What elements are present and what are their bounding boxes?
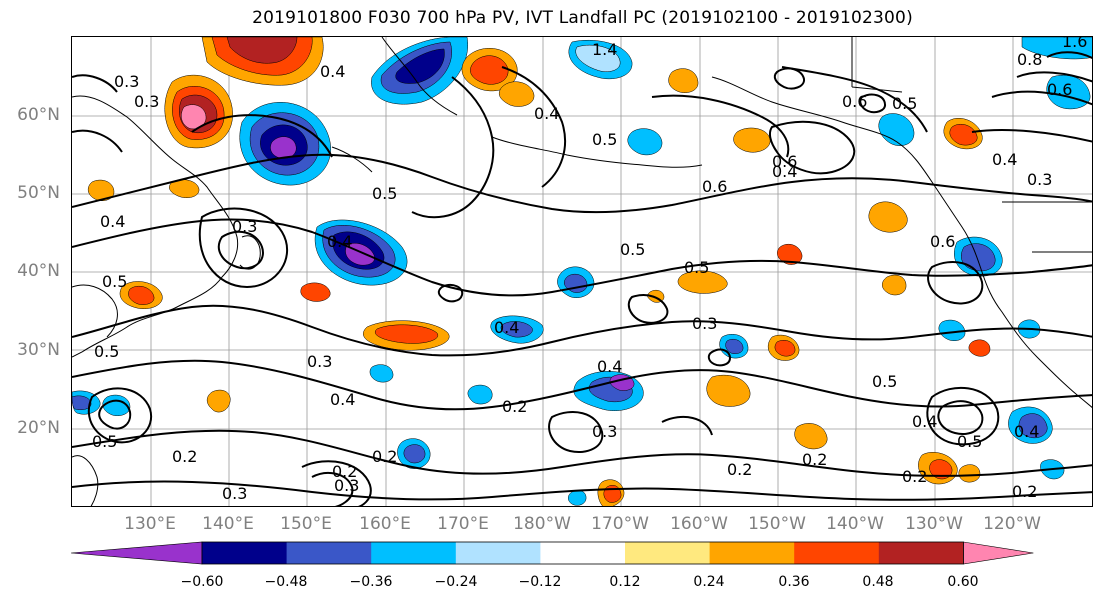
contour-label: 0.6 bbox=[930, 232, 955, 251]
contour-label: 1.6 bbox=[1062, 37, 1087, 51]
contour-label: 0.4 bbox=[912, 412, 937, 431]
colorbar-segment bbox=[202, 542, 288, 564]
lon-label: 170°E bbox=[437, 514, 489, 534]
lon-label: 150°W bbox=[748, 514, 806, 534]
contour-label: 0.5 bbox=[94, 342, 119, 361]
contour-label: 0.4 bbox=[494, 318, 519, 337]
colorbar-segment bbox=[625, 542, 711, 564]
contour-label: 0.5 bbox=[872, 372, 897, 391]
colorbar-tick: −0.12 bbox=[518, 574, 562, 590]
colorbar-segments bbox=[70, 541, 1034, 565]
lat-label-50n: 50°N bbox=[17, 183, 60, 203]
contour-label: 0.5 bbox=[684, 258, 709, 277]
pv-ivt-map: 0.3 0.3 0.4 0.4 0.4 0.5 0.5 0.6 0.6 0.5 … bbox=[72, 37, 1092, 506]
lon-label: 150°E bbox=[280, 514, 332, 534]
colorbar-extension-low bbox=[70, 541, 203, 565]
contour-label: 0.3 bbox=[592, 422, 617, 441]
contour-label: 0.4 bbox=[330, 390, 355, 409]
lon-label: 160°W bbox=[670, 514, 728, 534]
contour-label: 0.3 bbox=[232, 217, 257, 236]
lat-label-30n: 30°N bbox=[17, 340, 60, 360]
contour-label: 0.4 bbox=[992, 150, 1017, 169]
coastlines bbox=[72, 37, 1092, 506]
map-title: 2019101800 F030 700 hPa PV, IVT Landfall… bbox=[252, 8, 913, 28]
colorbar-segment bbox=[455, 542, 541, 564]
colorbar-tick: 0.48 bbox=[862, 574, 894, 590]
contour-labels: 0.3 0.3 0.4 0.4 0.4 0.5 0.5 0.6 0.6 0.5 … bbox=[92, 37, 1087, 503]
contour-label: 0.5 bbox=[592, 130, 617, 149]
contour-label: 0.2 bbox=[902, 467, 927, 486]
colorbar-tick: 0.12 bbox=[609, 574, 641, 590]
colorbar-extension-high bbox=[963, 541, 1034, 565]
colorbar-tick: 0.36 bbox=[778, 574, 810, 590]
contour-label: 0.5 bbox=[957, 432, 982, 451]
map-panel: 0.3 0.3 0.4 0.4 0.4 0.5 0.5 0.6 0.6 0.5 … bbox=[71, 36, 1093, 507]
colorbar-tick: 0.60 bbox=[947, 574, 979, 590]
contour-label: 0.2 bbox=[332, 462, 357, 481]
colorbar-segment bbox=[286, 542, 372, 564]
contour-label: 0.4 bbox=[100, 212, 125, 231]
contour-label: 0.4 bbox=[327, 232, 352, 251]
lat-label-20n: 20°N bbox=[17, 418, 60, 438]
contour-label: 0.6 bbox=[702, 177, 727, 196]
lat-label-40n: 40°N bbox=[17, 261, 60, 281]
colorbar-tick: −0.48 bbox=[264, 574, 308, 590]
contour-label: 0.4 bbox=[772, 162, 797, 181]
colorbar-segment bbox=[878, 542, 964, 564]
colorbar-outline bbox=[201, 541, 964, 565]
lon-label: 160°E bbox=[359, 514, 411, 534]
lon-label: 140°E bbox=[202, 514, 254, 534]
contour-label: 0.3 bbox=[692, 314, 717, 333]
contour-label: 0.2 bbox=[172, 447, 197, 466]
contour-label: 0.4 bbox=[534, 104, 559, 123]
lon-label: 130°E bbox=[124, 514, 176, 534]
contour-label: 0.3 bbox=[114, 72, 139, 91]
ivt-shading bbox=[72, 37, 1092, 506]
contour-label: 0.4 bbox=[597, 357, 622, 376]
contour-label: 0.4 bbox=[320, 62, 345, 81]
lat-label-60n: 60°N bbox=[17, 105, 60, 125]
contour-label: 0.6 bbox=[772, 152, 797, 171]
contour-label: 0.3 bbox=[334, 476, 359, 495]
contour-label: 1.4 bbox=[592, 40, 617, 59]
contour-label: 0.5 bbox=[620, 240, 645, 259]
lon-label: 180°W bbox=[513, 514, 571, 534]
colorbar-tick: −0.36 bbox=[349, 574, 393, 590]
colorbar-segment bbox=[540, 542, 626, 564]
contour-label: 0.5 bbox=[892, 94, 917, 113]
lon-label: 120°W bbox=[983, 514, 1041, 534]
contour-label: 0.6 bbox=[1047, 80, 1072, 99]
colorbar-tick: −0.24 bbox=[434, 574, 478, 590]
contour-label: 0.3 bbox=[307, 352, 332, 371]
pv-contours bbox=[72, 51, 1092, 506]
contour-label: 0.2 bbox=[1012, 482, 1037, 501]
contour-label: 0.2 bbox=[727, 460, 752, 479]
contour-label: 0.2 bbox=[502, 397, 527, 416]
colorbar-tick: 0.24 bbox=[693, 574, 725, 590]
lon-label: 170°W bbox=[591, 514, 649, 534]
colorbar-segment bbox=[709, 542, 795, 564]
contour-label: 0.2 bbox=[802, 450, 827, 469]
contour-label: 0.8 bbox=[1017, 50, 1042, 69]
contour-label: 0.2 bbox=[372, 447, 397, 466]
lon-label: 130°W bbox=[905, 514, 963, 534]
contour-label: 0.6 bbox=[842, 92, 867, 111]
contour-label: 0.5 bbox=[372, 184, 397, 203]
contour-label: 0.3 bbox=[1027, 170, 1052, 189]
colorbar bbox=[70, 541, 1034, 565]
contour-label: 0.3 bbox=[134, 92, 159, 111]
contour-label: 0.5 bbox=[102, 272, 127, 291]
contour-label: 0.3 bbox=[222, 484, 247, 503]
colorbar-tick: −0.60 bbox=[180, 574, 224, 590]
lon-label: 140°W bbox=[826, 514, 884, 534]
colorbar-segment bbox=[794, 542, 880, 564]
colorbar-segment bbox=[371, 542, 457, 564]
contour-label: 0.5 bbox=[92, 432, 117, 451]
contour-label: 0.4 bbox=[1014, 422, 1039, 441]
